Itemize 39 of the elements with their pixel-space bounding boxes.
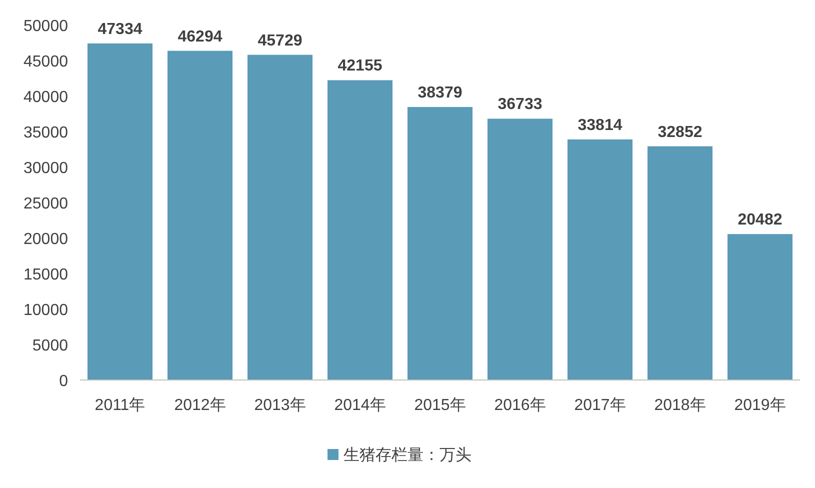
data-label: 46294	[178, 28, 222, 46]
y-tick-label: 35000	[24, 124, 68, 142]
data-label: 42155	[338, 58, 382, 75]
y-tick-label: 5000	[32, 338, 68, 354]
bar	[728, 234, 792, 380]
data-label: 47334	[98, 20, 142, 38]
y-tick-label: 45000	[24, 54, 68, 70]
data-label: 33814	[578, 116, 622, 134]
x-tick-label: 2011年	[94, 397, 146, 414]
y-tick-label: 15000	[24, 266, 68, 284]
bar	[328, 80, 392, 380]
bar	[168, 50, 232, 380]
x-tick-label: 2013年	[254, 397, 306, 414]
data-label: 32852	[658, 124, 702, 141]
y-tick-label: 50000	[24, 18, 68, 35]
bar	[488, 118, 552, 380]
y-tick-label: 30000	[24, 160, 68, 177]
y-tick-label: 20000	[24, 231, 68, 248]
data-label: 45729	[258, 32, 302, 50]
x-tick-label: 2018年	[654, 397, 706, 414]
legend-label: 生猪存栏量：万头	[344, 446, 472, 464]
x-tick-label: 2016年	[494, 397, 546, 414]
x-tick-label: 2017年	[574, 397, 626, 414]
y-tick-label: 10000	[24, 302, 68, 319]
data-label: 38379	[418, 84, 462, 102]
x-tick-label: 2019年	[734, 397, 786, 414]
x-tick-label: 2015年	[414, 397, 466, 414]
bar	[248, 54, 312, 380]
y-tick-label: 40000	[24, 89, 68, 106]
x-tick-label: 2012年	[174, 397, 226, 414]
data-label: 20482	[738, 212, 782, 229]
bar	[648, 146, 712, 380]
data-label: 36733	[498, 96, 542, 114]
y-tick-label: 25000	[24, 196, 68, 212]
bar	[88, 43, 152, 380]
bar	[408, 107, 472, 380]
x-tick-label: 2014年	[334, 397, 386, 414]
y-tick-label: 0	[59, 373, 68, 390]
bar	[568, 139, 632, 380]
